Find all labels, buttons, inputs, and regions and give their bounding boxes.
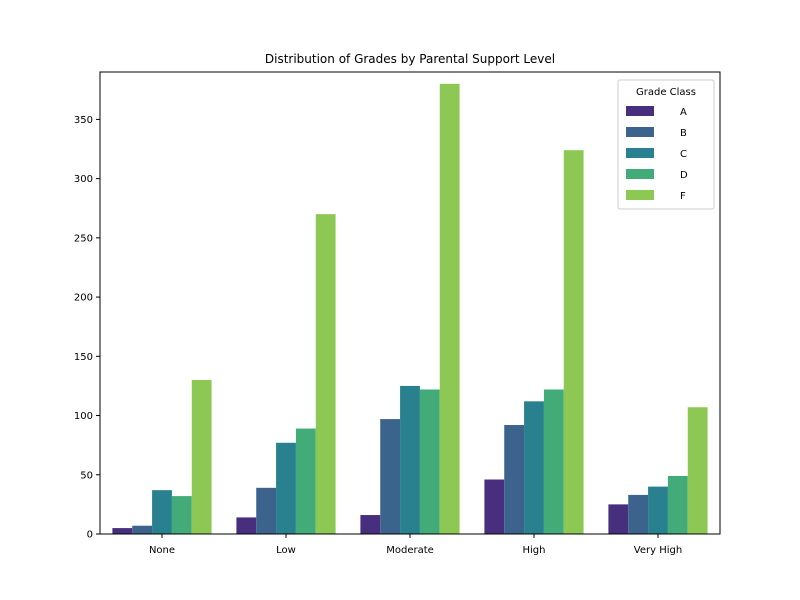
x-tick-label: None <box>149 545 175 556</box>
legend-label-F: F <box>680 191 686 202</box>
bar-A-very-high <box>608 504 629 534</box>
y-tick-label: 250 <box>74 233 93 244</box>
y-tick-label: 100 <box>74 411 93 422</box>
bar-B-moderate <box>380 419 401 534</box>
bar-D-moderate <box>419 389 440 534</box>
bar-F-high <box>563 150 584 534</box>
bar-B-none <box>132 525 153 534</box>
y-tick-label: 350 <box>74 115 93 126</box>
y-tick-label: 200 <box>74 293 93 304</box>
bars-layer <box>112 83 708 534</box>
legend-label-C: C <box>680 149 687 160</box>
x-tick-label: High <box>523 545 546 556</box>
bar-F-very-high <box>687 407 708 534</box>
y-tick-label: 150 <box>74 352 93 363</box>
bar-F-none <box>191 380 212 534</box>
x-tick-label: Very High <box>634 545 682 556</box>
y-tick-label: 50 <box>80 470 93 481</box>
bar-C-low <box>276 442 296 534</box>
legend-swatch-B <box>626 127 654 137</box>
bar-B-high <box>504 425 525 534</box>
bar-C-none <box>152 490 172 534</box>
x-tick-label: Moderate <box>386 545 434 556</box>
bar-B-very-high <box>628 494 649 534</box>
legend-label-D: D <box>680 170 688 181</box>
y-tick-label: 0 <box>87 530 93 541</box>
bar-B-low <box>256 487 277 534</box>
legend-label-A: A <box>680 107 687 118</box>
x-tick-label: Low <box>276 545 296 556</box>
bar-A-moderate <box>360 515 381 534</box>
legend-label-B: B <box>680 128 687 139</box>
bar-D-very-high <box>667 475 688 534</box>
bar-D-high <box>543 389 564 534</box>
legend-title: Grade Class <box>636 87 696 98</box>
bar-F-low <box>315 214 336 534</box>
bar-D-none <box>171 496 192 534</box>
bar-C-very-high <box>648 486 668 534</box>
bar-C-moderate <box>400 385 420 534</box>
y-tick-label: 300 <box>74 174 93 185</box>
bar-D-low <box>295 428 316 534</box>
chart-title: Distribution of Grades by Parental Suppo… <box>265 52 555 66</box>
bar-F-moderate <box>439 83 460 534</box>
legend-box <box>617 79 715 210</box>
legend-swatch-D <box>626 169 654 179</box>
bar-C-high <box>524 401 544 534</box>
bar-A-low <box>236 517 257 534</box>
bar-A-high <box>484 479 505 534</box>
axes-layer: 0 50 100 150 200 250 300 350 None Low Moderate High… <box>74 71 721 556</box>
legend-swatch-A <box>626 106 654 116</box>
legend-swatch-F <box>626 190 654 200</box>
legend-swatch-C <box>626 148 654 158</box>
bar-A-none <box>112 528 133 534</box>
